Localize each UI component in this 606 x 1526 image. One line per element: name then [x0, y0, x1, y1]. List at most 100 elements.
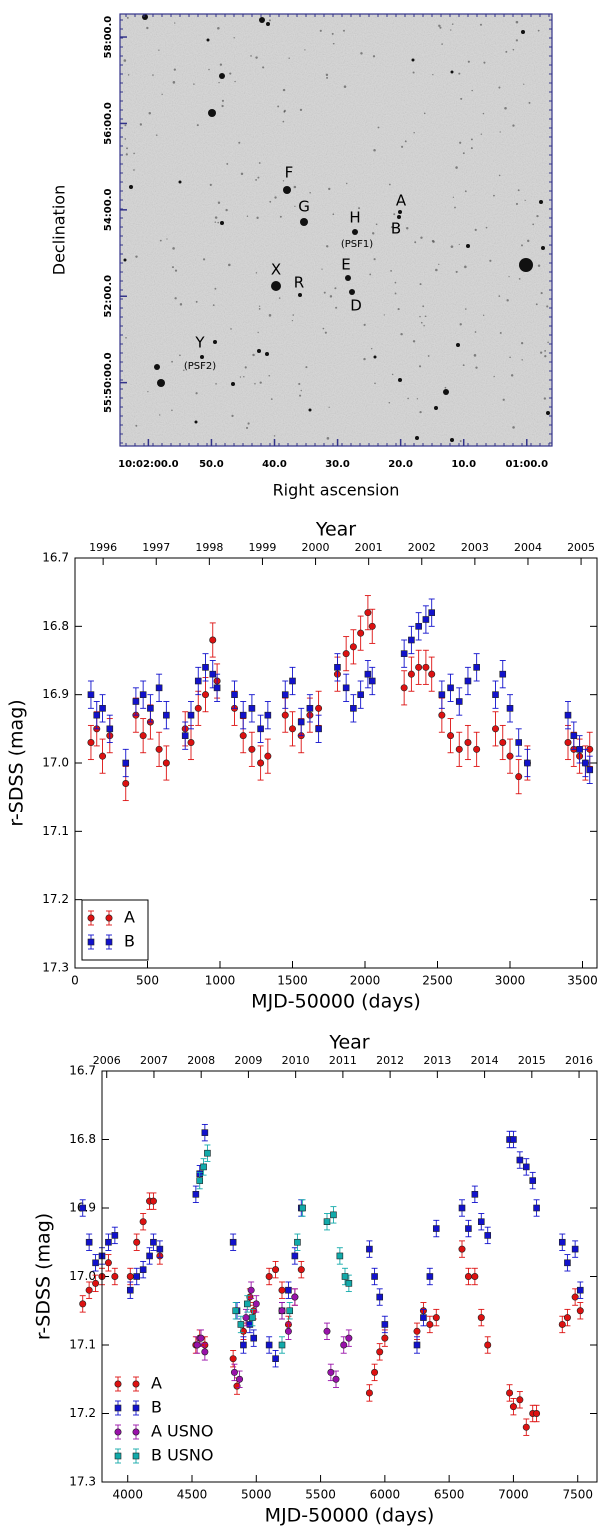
data-point	[92, 1279, 100, 1287]
y-tick-label: 54:00.0	[103, 189, 114, 232]
faint-star	[256, 216, 259, 219]
faint-star	[250, 55, 252, 57]
data-point	[294, 1238, 301, 1246]
faint-star	[209, 183, 212, 186]
y-tick-label: 17.3	[42, 961, 69, 975]
data-point	[455, 698, 463, 705]
data-point	[285, 1286, 292, 1294]
star	[443, 389, 449, 395]
data-point	[522, 1163, 530, 1171]
faint-star	[523, 83, 525, 85]
faint-star	[532, 223, 535, 226]
data-point	[193, 1341, 201, 1349]
data-point	[272, 1266, 280, 1274]
faint-star	[520, 342, 524, 345]
faint-star	[432, 73, 434, 76]
data-point	[278, 1286, 286, 1294]
faint-star	[326, 437, 330, 440]
faint-star	[407, 397, 409, 400]
data-point	[250, 1334, 258, 1342]
faint-star	[212, 304, 215, 307]
data-point	[194, 704, 202, 712]
star	[213, 340, 217, 344]
data-point	[499, 738, 507, 746]
faint-star	[397, 308, 400, 311]
data-point	[345, 1334, 353, 1342]
data-point	[209, 670, 217, 678]
faint-star	[462, 152, 465, 155]
faint-star	[502, 398, 505, 401]
data-point	[281, 691, 289, 698]
x2-tick-label: 2008	[187, 1054, 215, 1067]
x2-tick-label: 1998	[195, 541, 223, 554]
star	[546, 411, 550, 415]
data-point	[533, 1410, 541, 1418]
data-point	[147, 705, 154, 712]
source-label: (PSF2)	[184, 361, 216, 372]
faint-star	[255, 272, 258, 274]
data-point	[576, 1286, 584, 1294]
faint-star	[208, 68, 210, 71]
data-point	[350, 705, 357, 712]
faint-star	[246, 215, 249, 217]
faint-star	[373, 258, 376, 261]
data-point	[516, 1396, 524, 1404]
faint-star	[226, 162, 229, 165]
faint-star	[479, 23, 483, 26]
data-point	[365, 1389, 373, 1397]
faint-star	[444, 386, 447, 389]
faint-star	[230, 328, 232, 330]
image-frame	[119, 13, 553, 447]
x-tick-label: 0	[71, 974, 79, 988]
faint-star	[238, 141, 241, 144]
data-point	[471, 1191, 479, 1198]
faint-star	[498, 295, 501, 297]
faint-star	[462, 364, 465, 367]
faint-star	[195, 300, 198, 303]
faint-star	[268, 19, 271, 22]
data-point	[564, 738, 572, 746]
data-point	[376, 1293, 384, 1301]
faint-star	[328, 406, 330, 408]
faint-star	[370, 347, 373, 350]
data-point	[407, 670, 415, 678]
data-point	[87, 738, 95, 746]
faint-star	[282, 180, 285, 182]
source-label: E	[341, 256, 350, 274]
faint-star	[304, 49, 306, 51]
data-point	[239, 711, 247, 719]
x2-tick-label: 2001	[355, 541, 383, 554]
y-tick-label: 17.1	[42, 824, 69, 838]
x2-tick-label: 2012	[376, 1054, 404, 1067]
data-point	[284, 1327, 292, 1335]
x2-axis-label: Year	[328, 1032, 369, 1054]
star	[519, 258, 533, 272]
data-point	[447, 732, 455, 740]
faint-star	[459, 440, 462, 442]
faint-star	[416, 398, 419, 400]
faint-star	[183, 369, 185, 372]
faint-star	[343, 29, 345, 32]
data-point	[247, 1286, 255, 1294]
faint-star	[483, 61, 486, 64]
data-point	[213, 684, 221, 692]
faint-star	[537, 29, 540, 32]
faint-star	[254, 382, 256, 385]
y-tick-label: 16.8	[42, 619, 69, 633]
faint-star	[268, 314, 272, 317]
star	[157, 379, 165, 387]
data-point	[237, 1321, 245, 1328]
data-point	[564, 711, 572, 719]
faint-star	[499, 331, 502, 334]
data-point	[201, 1129, 209, 1136]
faint-star	[202, 258, 206, 261]
data-point	[139, 1218, 147, 1226]
faint-star	[282, 88, 286, 92]
faint-star	[450, 245, 454, 248]
data-point	[349, 643, 357, 651]
data-point	[381, 1321, 389, 1328]
data-point	[248, 745, 256, 753]
faint-star	[454, 206, 456, 209]
data-point	[231, 691, 238, 698]
x-tick-label: 1000	[205, 974, 236, 988]
